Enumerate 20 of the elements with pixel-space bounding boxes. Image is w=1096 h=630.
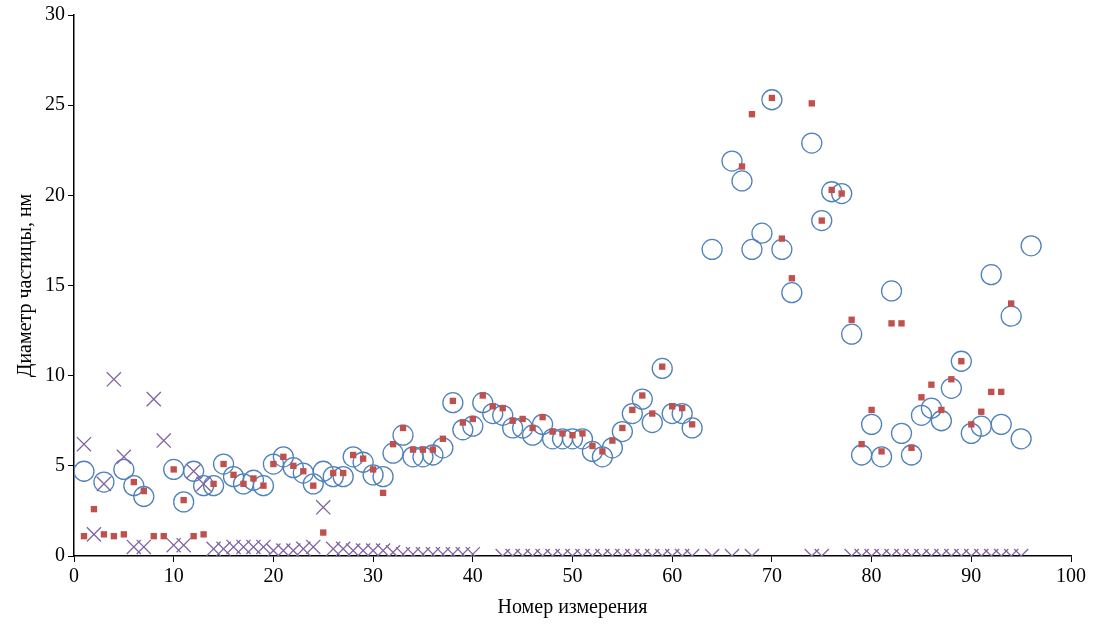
x-tick-label: 60 — [662, 564, 683, 587]
x-tick-label: 40 — [462, 564, 483, 587]
x-tick-label: 90 — [961, 564, 982, 587]
y-tick-label: 5 — [55, 453, 65, 476]
y-tick-label: 20 — [45, 182, 65, 205]
x-tick-label: 100 — [1056, 564, 1086, 587]
x-tick-label: 50 — [562, 564, 583, 587]
x-axis-title: Номер измерения — [497, 595, 648, 619]
x-tick-label: 20 — [263, 564, 284, 587]
x-tick-label: 10 — [163, 564, 184, 587]
x-tick-label: 80 — [861, 564, 882, 587]
y-tick-label: 10 — [45, 362, 65, 385]
x-tick-label: 30 — [363, 564, 384, 587]
x-tick-label: 0 — [69, 564, 79, 587]
y-tick-label: 0 — [55, 543, 65, 566]
x-tick-label: 70 — [761, 564, 782, 587]
y-axis-title: Диаметр частицы, нм — [13, 193, 37, 378]
y-tick-label: 30 — [45, 2, 65, 25]
y-tick-label: 15 — [45, 272, 65, 295]
y-tick-label: 25 — [45, 92, 65, 115]
